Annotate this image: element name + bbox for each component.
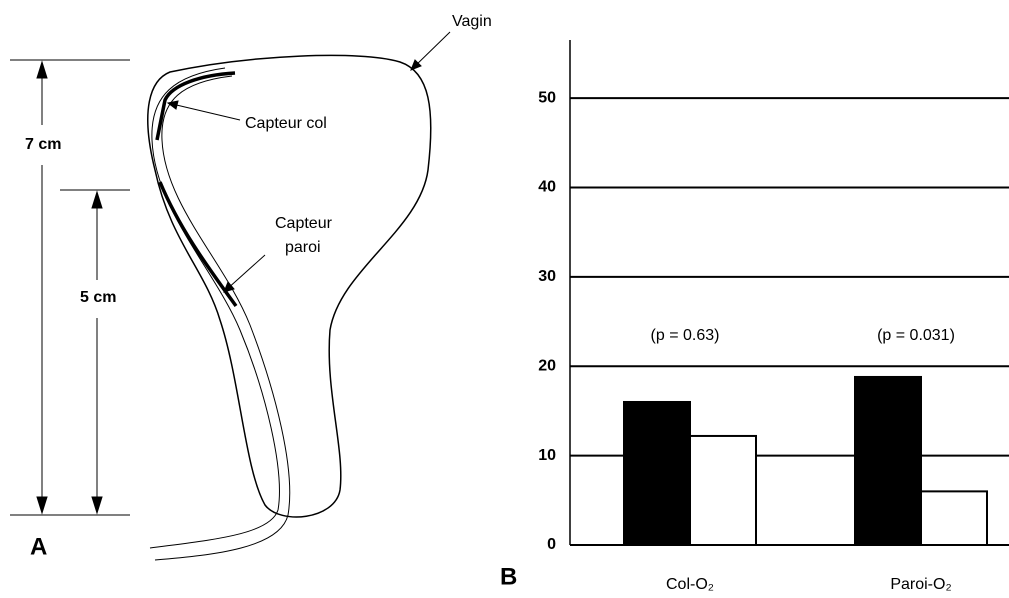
sensor-tube — [155, 76, 290, 560]
y-tick-label: 30 — [538, 268, 556, 285]
y-tick-label: 20 — [538, 357, 556, 374]
sensor-tube — [150, 68, 279, 548]
x-tick-label: Paroi-O₂ — [890, 576, 951, 593]
figure: 7 cm 5 cm A Vagin Capteur col Capteur pa… — [0, 0, 1009, 598]
panel-label: B — [500, 563, 517, 590]
label: Capteur — [275, 215, 333, 232]
dimension-label: 7 cm — [25, 136, 61, 153]
label: Capteur col — [245, 115, 327, 132]
y-tick-label: 10 — [538, 447, 556, 464]
label: Vagin — [452, 13, 492, 30]
label: paroi — [285, 239, 321, 256]
y-tick-label: 40 — [538, 179, 556, 196]
dimension-label: 5 cm — [80, 289, 116, 306]
bar — [921, 491, 987, 545]
arrow — [226, 255, 265, 290]
arrowhead — [37, 62, 102, 513]
arrow — [413, 32, 450, 68]
y-tick-label: 50 — [538, 89, 556, 106]
bar — [690, 436, 756, 545]
annotation: (p = 0.63) — [651, 327, 720, 344]
bar — [624, 402, 690, 545]
arrow — [168, 103, 240, 120]
bar — [855, 377, 921, 545]
sensor-paroi — [160, 182, 236, 306]
annotation: (p = 0.031) — [877, 327, 955, 344]
diagram — [10, 32, 450, 560]
x-tick-label: Col-O₂ — [666, 576, 714, 593]
panel-label: A — [30, 533, 47, 560]
y-tick-label: 0 — [547, 536, 556, 553]
